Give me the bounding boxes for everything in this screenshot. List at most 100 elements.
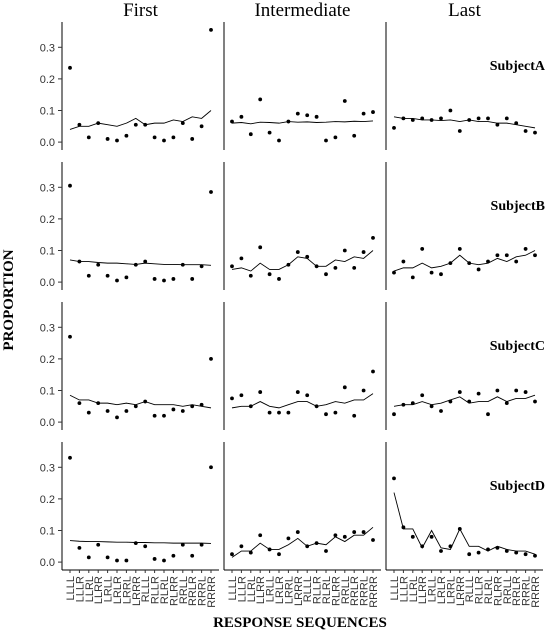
observed-point <box>371 369 375 374</box>
x-tick-label: RLLR <box>150 576 162 604</box>
predicted-line <box>393 492 536 555</box>
predicted-line <box>231 250 374 272</box>
x-tick-label: RLRL <box>483 576 495 604</box>
observed-point <box>305 254 310 259</box>
observed-point <box>523 552 528 557</box>
observed-point <box>457 390 462 394</box>
observed-point <box>248 550 253 555</box>
x-tick-label: LLRL <box>84 576 96 602</box>
observed-point <box>86 135 91 140</box>
observed-point <box>258 390 263 394</box>
observed-point <box>230 119 234 124</box>
observed-point <box>248 404 253 409</box>
observed-point <box>371 235 375 240</box>
observed-point <box>333 265 338 270</box>
observed-point <box>410 275 415 280</box>
observed-point <box>429 118 434 122</box>
observed-point <box>533 399 537 404</box>
observed-point <box>486 116 490 121</box>
observed-point <box>401 525 406 530</box>
observed-point <box>467 118 472 122</box>
predicted-line <box>231 393 374 409</box>
observed-point <box>495 253 500 258</box>
observed-point <box>77 401 82 406</box>
x-tick-label: LRLL <box>265 576 277 602</box>
observed-point <box>248 273 253 278</box>
observed-point <box>209 28 213 32</box>
column-title: First <box>123 0 159 21</box>
observed-point <box>277 138 281 143</box>
x-tick-label: RLRR <box>168 576 180 606</box>
observed-point <box>209 356 213 361</box>
observed-point <box>277 552 281 557</box>
observed-point <box>486 547 490 552</box>
observed-point <box>277 277 281 281</box>
observed-point <box>267 547 272 552</box>
y-tick-label: 0.3 <box>40 322 55 334</box>
observed-point <box>77 122 82 127</box>
observed-point <box>133 541 138 546</box>
observed-point <box>305 113 310 118</box>
observed-point <box>401 259 406 264</box>
observed-point <box>152 135 157 140</box>
observed-point <box>286 262 291 267</box>
observed-point <box>392 270 396 275</box>
predicted-line <box>69 540 212 544</box>
observed-point <box>495 388 500 393</box>
observed-point <box>342 248 347 253</box>
observed-point <box>199 542 204 547</box>
observed-point <box>448 544 453 549</box>
observed-point <box>523 129 528 133</box>
x-tick-label: RRLR <box>511 576 523 606</box>
observed-point <box>342 534 347 539</box>
observed-point <box>277 410 281 415</box>
observed-point <box>333 533 338 538</box>
observed-point <box>504 116 509 121</box>
x-tick-label: LLLL <box>65 576 77 600</box>
observed-point <box>180 542 185 547</box>
observed-point <box>258 245 263 250</box>
observed-point <box>314 541 319 546</box>
observed-point <box>429 404 434 409</box>
x-tick-label: RLLL <box>464 576 476 602</box>
observed-point <box>162 138 166 143</box>
subject-label: SubjectB <box>491 199 545 214</box>
observed-point <box>162 558 166 563</box>
observed-point <box>124 558 129 563</box>
observed-point <box>143 399 148 404</box>
x-tick-label: RLRR <box>330 576 342 606</box>
x-tick-label: LLLR <box>236 576 248 602</box>
x-tick-label: RRLL <box>340 576 352 604</box>
observed-point <box>439 272 443 277</box>
column-title: Intermediate <box>254 0 350 21</box>
observed-point <box>239 393 244 398</box>
observed-point <box>105 555 110 560</box>
observed-point <box>486 259 490 264</box>
observed-point <box>239 256 244 261</box>
predicted-line <box>393 116 536 129</box>
observed-point <box>324 549 328 553</box>
x-tick-label: LRLR <box>436 576 448 604</box>
observed-point <box>467 399 472 404</box>
observed-point <box>533 130 537 135</box>
x-tick-label: LRLR <box>112 576 124 604</box>
x-tick-label: RLRR <box>492 576 504 606</box>
predicted-line <box>69 259 212 266</box>
observed-point <box>96 262 101 267</box>
observed-point <box>162 278 166 283</box>
observed-point <box>514 388 519 393</box>
y-tick-label: 0.1 <box>40 525 55 537</box>
observed-point <box>171 553 176 558</box>
observed-point <box>133 262 138 267</box>
observed-point <box>314 114 319 119</box>
observed-point <box>86 555 91 560</box>
observed-point <box>333 135 338 140</box>
observed-point <box>361 388 366 393</box>
observed-point <box>258 533 263 538</box>
observed-point <box>96 121 101 126</box>
observed-point <box>401 402 406 407</box>
predicted-line <box>231 120 374 125</box>
observed-point <box>115 278 119 283</box>
subject-label: SubjectA <box>490 59 546 74</box>
x-tick-label: RRRR <box>368 576 380 608</box>
